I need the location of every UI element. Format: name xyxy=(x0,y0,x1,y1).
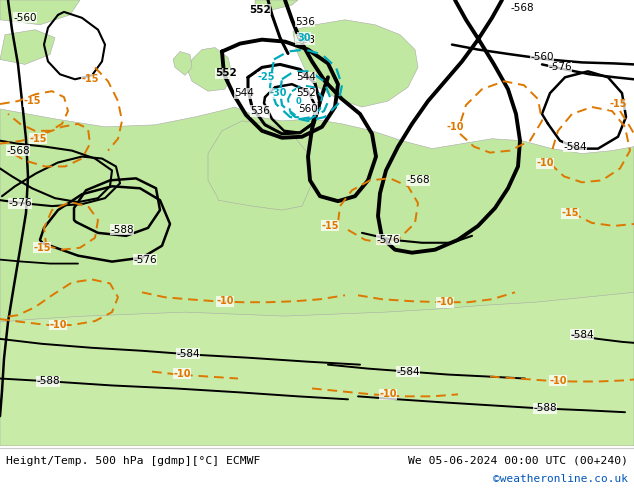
Polygon shape xyxy=(173,51,192,75)
Polygon shape xyxy=(255,0,298,10)
Text: -15: -15 xyxy=(561,208,579,218)
Text: -10: -10 xyxy=(216,296,234,306)
Text: We 05-06-2024 00:00 UTC (00+240): We 05-06-2024 00:00 UTC (00+240) xyxy=(408,456,628,466)
Text: -10: -10 xyxy=(173,368,191,379)
Text: -560: -560 xyxy=(530,52,553,62)
Text: -10: -10 xyxy=(379,390,397,399)
Text: -15: -15 xyxy=(23,96,41,106)
Text: -588: -588 xyxy=(533,403,557,413)
Text: -576: -576 xyxy=(133,255,157,265)
Text: -584: -584 xyxy=(570,330,594,340)
Polygon shape xyxy=(0,30,55,64)
Text: -584: -584 xyxy=(176,349,200,359)
Text: -576: -576 xyxy=(376,235,400,245)
Text: -30: -30 xyxy=(269,88,287,98)
Polygon shape xyxy=(0,293,634,446)
Text: 536: 536 xyxy=(295,17,315,27)
Text: 0: 0 xyxy=(295,97,301,105)
Text: -576: -576 xyxy=(548,62,572,73)
Text: 552: 552 xyxy=(296,88,316,98)
Text: Height/Temp. 500 hPa [gdmp][°C] ECMWF: Height/Temp. 500 hPa [gdmp][°C] ECMWF xyxy=(6,456,261,466)
Text: 544: 544 xyxy=(296,73,316,82)
Text: -25: -25 xyxy=(257,73,275,82)
Text: 536: 536 xyxy=(250,106,270,116)
Polygon shape xyxy=(188,48,232,91)
Text: -588: -588 xyxy=(36,376,60,387)
Text: 544: 544 xyxy=(234,88,254,98)
Text: -10: -10 xyxy=(436,297,454,307)
Text: 30: 30 xyxy=(297,33,311,43)
Text: -10: -10 xyxy=(49,320,67,330)
Text: -568: -568 xyxy=(510,3,534,13)
Text: -584: -584 xyxy=(563,142,587,151)
Text: -15: -15 xyxy=(321,221,339,231)
Text: -15: -15 xyxy=(33,243,51,253)
Text: -10: -10 xyxy=(536,158,553,169)
Polygon shape xyxy=(0,107,634,446)
Text: -10: -10 xyxy=(446,122,463,132)
Text: -15: -15 xyxy=(29,134,47,144)
Text: 560: 560 xyxy=(298,104,318,114)
Text: 552: 552 xyxy=(215,68,237,78)
Text: -584: -584 xyxy=(396,367,420,377)
Text: -576: -576 xyxy=(8,198,32,208)
Text: -568: -568 xyxy=(406,175,430,185)
Text: -568: -568 xyxy=(6,146,30,156)
Text: -15: -15 xyxy=(609,99,627,109)
Polygon shape xyxy=(208,121,312,210)
Polygon shape xyxy=(0,0,80,25)
Text: 552: 552 xyxy=(249,5,271,15)
Text: -588: -588 xyxy=(110,225,134,235)
Polygon shape xyxy=(293,20,418,107)
Text: -15: -15 xyxy=(81,74,99,84)
Text: 528: 528 xyxy=(295,35,315,45)
Text: ©weatheronline.co.uk: ©weatheronline.co.uk xyxy=(493,474,628,484)
Text: -10: -10 xyxy=(549,375,567,386)
Text: -560: -560 xyxy=(13,13,37,23)
